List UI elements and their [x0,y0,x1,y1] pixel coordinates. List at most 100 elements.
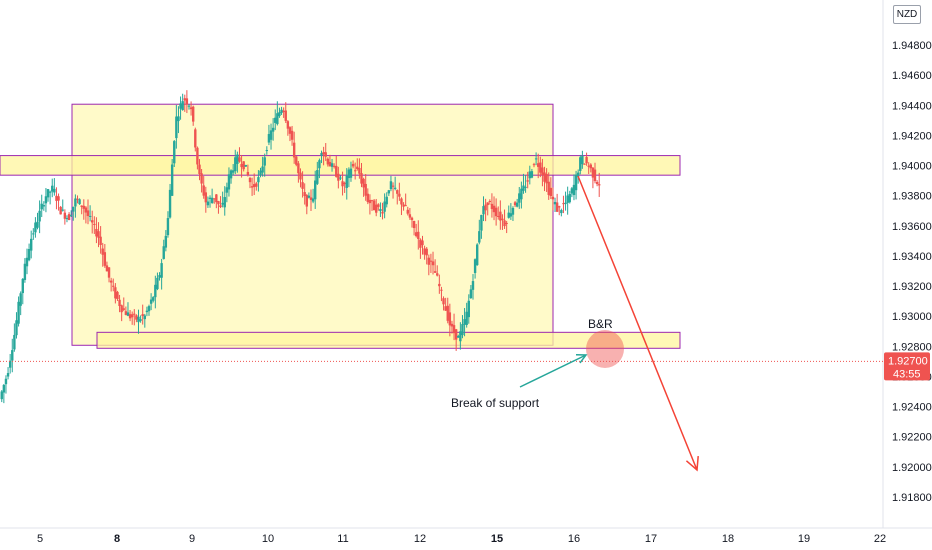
candle-body [545,173,548,184]
y-tick-label: 1.93800 [892,191,932,203]
candle-body [337,173,340,181]
candle-body [183,98,186,101]
candle-body [391,185,395,187]
candle-body [57,196,60,201]
candle-body [109,280,113,283]
candle-body [63,212,67,219]
trend-arrow-head [685,455,699,472]
candle-body [438,283,441,287]
candle-body [534,158,538,160]
candle-body [410,217,414,221]
candle-body [185,98,189,105]
candle-body [274,117,277,123]
candle-body [436,273,439,276]
candle-body [484,204,487,211]
candle-body [375,204,378,213]
candle-body [421,240,424,246]
candle-body [442,298,445,305]
candle-body [347,169,351,179]
candle-body [53,188,56,193]
candle-body [309,197,313,200]
candle-body [86,210,90,217]
candle-body [257,177,260,183]
candle-body [499,211,502,221]
candle-body [288,127,292,134]
candle-body [351,163,355,167]
candle-body [8,360,12,368]
candle-body [328,161,332,167]
candle-body [553,201,557,205]
y-tick-label: 1.94600 [892,70,932,82]
candle-body [91,220,94,223]
candle-body [311,198,315,202]
candle-body [581,156,584,165]
candle-body [194,129,197,148]
y-tick-label: 1.94000 [892,161,932,173]
candle-body [505,222,508,224]
candle-body [362,178,365,188]
candle-body [221,202,224,205]
candle-body [61,209,64,211]
candle-body [515,202,519,207]
candle-body [145,310,149,313]
candle-body [387,190,391,194]
candle-body [179,103,182,109]
candle-body [528,171,531,179]
b-and-r-circle [586,330,624,368]
candle-body [11,350,14,361]
candle-body [286,121,290,129]
candle-body [518,193,521,203]
candle-body [402,204,405,207]
candle-body [579,157,582,171]
candle-body [290,130,294,140]
currency-button[interactable]: NZD [893,5,921,24]
candle-body [393,187,397,189]
candle-body [38,210,41,222]
candle-body [463,319,466,325]
x-tick-label: 9 [189,533,195,545]
candle-body [36,221,39,228]
candle-body [17,301,20,324]
candle-body [372,200,376,211]
candle-body [320,153,323,156]
candle-body [255,183,258,187]
candle-body [156,277,159,290]
candle-body [551,196,555,200]
candle-body [175,116,178,139]
candle-body [225,187,229,193]
candle-body [95,228,98,237]
candle-body [51,185,54,192]
candle-body [105,265,109,272]
current-price-value: 1.92700 [888,355,928,367]
candle-body [217,201,220,205]
candle-body [381,212,384,214]
candle-body [412,221,416,229]
candle-body [55,195,58,201]
candle-body [164,235,168,248]
candle-body [509,213,513,217]
candle-body [173,141,176,164]
candle-body [385,196,388,205]
candle-body [568,193,571,203]
candle-body [206,201,210,206]
b-and-r-label: B&R [588,317,613,331]
candle-body [253,184,256,188]
candle-body [19,293,22,306]
candle-body [78,199,81,205]
candle-body [454,329,458,340]
candle-body [196,147,199,165]
candle-body [198,164,201,174]
break-arrow [519,354,587,388]
y-tick-label: 1.94800 [892,40,932,52]
candle-body [524,186,527,188]
y-tick-label: 1.92800 [892,341,932,353]
candle-body [170,164,174,196]
candle-body [318,160,321,169]
candle-body [0,391,3,400]
candle-body [141,314,144,317]
candle-body [429,260,433,262]
candle-body [497,215,500,217]
candle-body [332,165,336,167]
candle-body [143,315,147,320]
